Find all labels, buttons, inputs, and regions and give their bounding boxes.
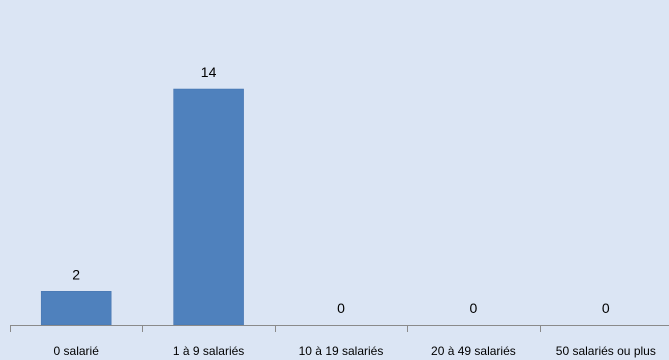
data-label-4: 0 [602, 300, 610, 316]
data-label-2: 0 [337, 300, 345, 316]
category-label-3: 20 à 49 salariés [431, 344, 516, 358]
bar-0 [40, 291, 112, 326]
bar-1 [173, 88, 244, 326]
data-label-1: 14 [201, 64, 217, 80]
category-label-4: 50 salariés ou plus [556, 344, 656, 358]
category-label-1: 1 à 9 salariés [173, 344, 244, 358]
category-label-0: 0 salarié [54, 344, 100, 358]
category-label-2: 10 à 19 salariés [299, 344, 384, 358]
data-label-3: 0 [470, 300, 478, 316]
data-label-0: 2 [72, 266, 80, 282]
